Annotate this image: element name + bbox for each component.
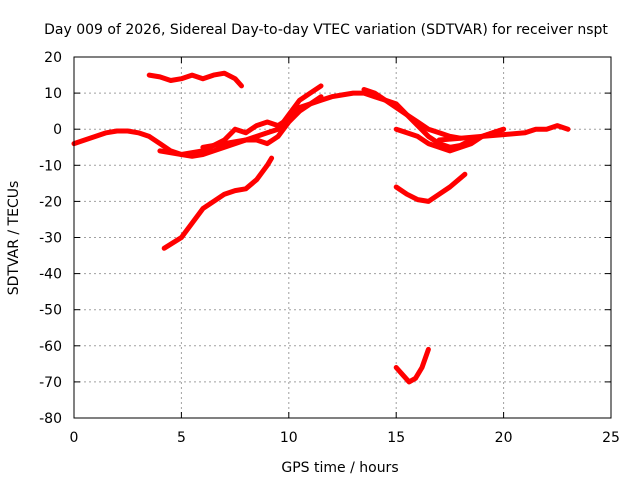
- series-arc-8: [393, 346, 431, 385]
- x-axis-label: GPS time / hours: [281, 460, 398, 476]
- series-arc-10: [361, 87, 464, 141]
- series-arc-4: [161, 155, 275, 251]
- x-tick-label: 5: [177, 430, 186, 446]
- y-tick-label: -40: [39, 267, 62, 283]
- x-tick-label: 0: [70, 430, 79, 446]
- y-tick-label: -60: [39, 339, 62, 355]
- y-axis-label: SDTVAR / TECUs: [6, 181, 22, 296]
- y-tick-label: -70: [39, 375, 62, 391]
- y-tick-label: 20: [44, 50, 62, 66]
- series-arc-2: [157, 94, 324, 157]
- y-tick-label: -10: [39, 158, 62, 174]
- x-tick-label: 20: [495, 430, 513, 446]
- x-tick-label: 15: [387, 430, 405, 446]
- chart-title: Day 009 of 2026, Sidereal Day-to-day VTE…: [44, 22, 608, 38]
- y-tick-label: -30: [39, 231, 62, 247]
- series-arc-1: [71, 90, 507, 159]
- data-series: [71, 70, 571, 385]
- x-tick-label: 25: [602, 430, 620, 446]
- x-tick-label: 10: [280, 430, 298, 446]
- axis-ticks: 0 5 10 15 20 25 -80 -70 -60 -50 -40 -30 -20 -10 0 10 20: [39, 50, 620, 446]
- series-arc-9: [436, 123, 571, 143]
- y-tick-label: -80: [39, 411, 62, 427]
- y-tick-label: 0: [53, 122, 62, 138]
- series-arc-3: [146, 70, 244, 89]
- y-tick-label: -20: [39, 194, 62, 210]
- y-tick-label: 10: [44, 86, 62, 102]
- y-tick-label: -50: [39, 303, 62, 319]
- series-arc-5: [200, 83, 324, 150]
- series-arc-7: [393, 171, 468, 204]
